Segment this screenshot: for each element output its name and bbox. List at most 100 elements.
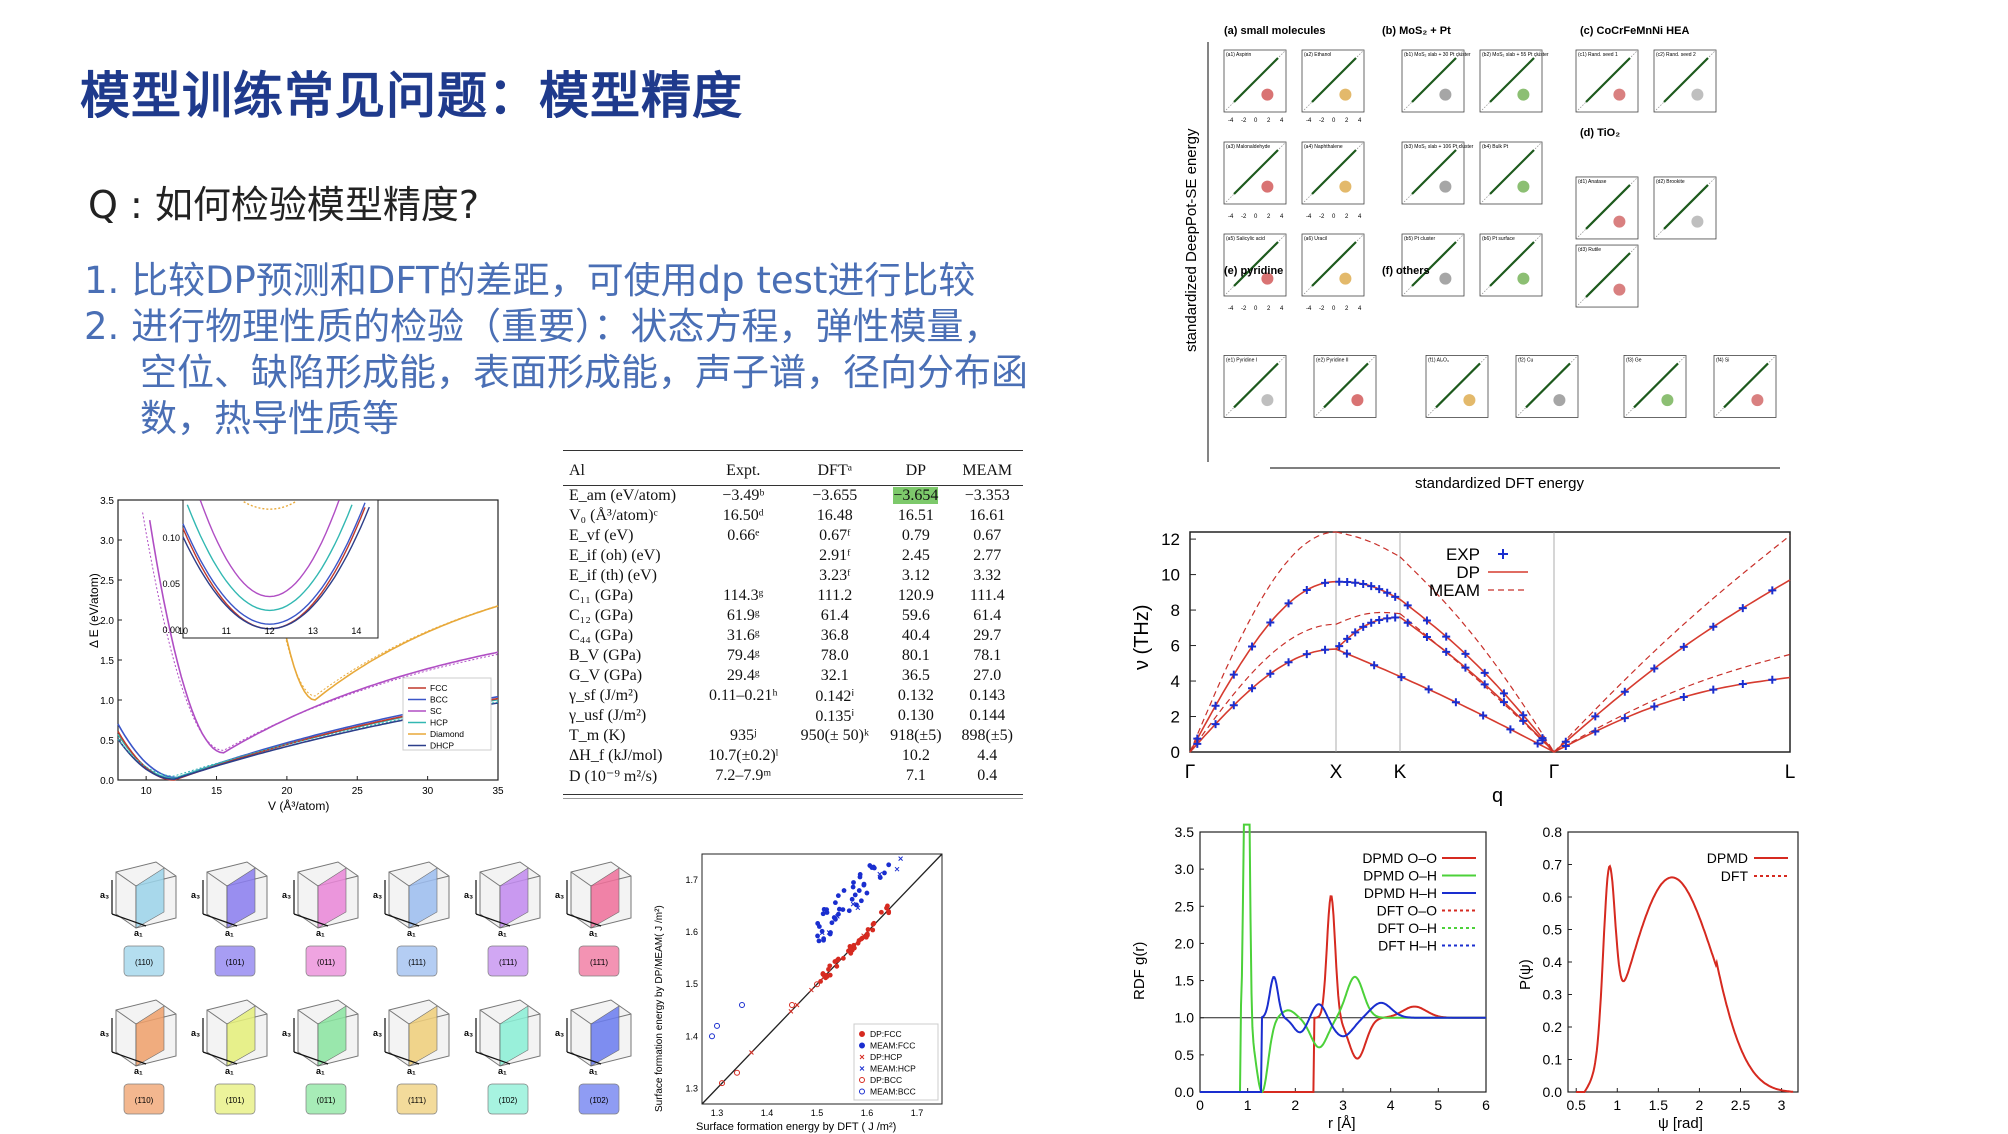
surface-cube: a₃ a₁ (01̄1) — [282, 999, 359, 1115]
eos-inset-xtick: 13 — [308, 626, 318, 636]
table-row: ΔH_f (kJ/mol) 10.7(±0.2)ˡ 10.2 4.4 — [563, 746, 1023, 766]
parity-panel: (b5) Pt cluster — [1401, 233, 1465, 297]
parity-structure-icon — [1691, 88, 1704, 101]
se-point-meam-hcp — [850, 901, 856, 907]
parity-panel-points — [1489, 149, 1535, 195]
se-xlabel: Surface formation energy by DFT ( J /m²) — [696, 1121, 896, 1133]
al-cell: 36.8 — [820, 627, 849, 644]
surface-label-box — [396, 1083, 438, 1115]
al-cell: 10.2 — [901, 747, 930, 764]
phonon-qpoint-label: K — [1394, 762, 1407, 783]
al-cell: C₄₄ (GPa) — [569, 627, 634, 644]
adf-ytick-label: 0.3 — [1543, 987, 1563, 1003]
se-point-meam-fcc — [854, 902, 859, 908]
list-item-2-cont-a: 空位、缺陷形成能，表面形成能，声子谱，径向分布函 — [140, 351, 1028, 394]
phonon-exp-point — [1383, 588, 1392, 597]
phonon-ytick-label: 8 — [1171, 601, 1180, 620]
table-row: γ_sf (J/m²) 0.11–0.21ʰ 0.142ⁱ 0.132 0.143 — [563, 686, 1023, 706]
parity-tick-label: -4 — [1228, 214, 1234, 220]
se-point-dp-fcc — [855, 940, 861, 946]
question-text: Q : 如何检验模型精度? — [88, 183, 480, 227]
parity-tick-label: -2 — [1241, 214, 1247, 220]
se-point-dp-fcc — [859, 935, 865, 941]
eos-legend-label: DHCP — [430, 741, 454, 751]
parity-panel: (f1) Al₂O₃ — [1425, 355, 1489, 418]
rdf-dpmd-curve — [1200, 976, 1486, 1093]
phonon-meam-branch — [1335, 611, 1401, 625]
se-point-dp-hcp — [821, 975, 826, 980]
phonon-exp-point — [1248, 684, 1257, 693]
table-row: V₀ (Å³/atom)ᶜ 16.50ᵈ 16.48 16.51 16.61 — [563, 506, 1023, 526]
parity-tick-label: 2 — [1267, 118, 1271, 124]
al-table-wrap: Al Expt. DFTᵃ DP MEAM E_am (eV/atom) −3.49ᵇ −3.… — [563, 450, 1023, 799]
phonon-exp-point — [1499, 689, 1508, 698]
al-cell: E_am (eV/atom) — [569, 487, 677, 504]
surface-cube: a₃ a₁ (110) — [100, 861, 177, 977]
phonon-ytick-label: 2 — [1171, 708, 1180, 727]
phonon-exp-point — [1321, 645, 1330, 654]
parity-tick-label: -4 — [1306, 214, 1312, 220]
cube-axis-label: a₁ — [498, 928, 507, 938]
al-cell: γ_usf (J/m²) — [569, 707, 647, 724]
al-table-header: Al Expt. DFTᵃ DP MEAM — [563, 457, 1023, 486]
al-cell: −3.353 — [964, 487, 1010, 504]
phonon-exp-point — [1403, 618, 1412, 627]
se-ytick-label: 1.7 — [685, 875, 698, 885]
table-row: D (10⁻⁹ m²/s) 7.2–7.9ᵐ 7.1 0.4 — [563, 766, 1023, 786]
surface-label-box — [487, 1083, 529, 1115]
eos-inset-curve-diamond — [243, 501, 297, 510]
cube-axis-label: a₁ — [134, 928, 143, 938]
rdf-ytick-label: 3.5 — [1175, 824, 1195, 840]
cube-plane — [317, 867, 347, 929]
parity-structure-icon — [1613, 215, 1626, 228]
al-cell: 2.45 — [901, 547, 930, 564]
se-point-dp-fcc — [820, 971, 826, 976]
al-cell: −3.655 — [812, 487, 858, 504]
al-cell: 36.5 — [901, 667, 930, 684]
surface-label: (111) — [408, 958, 426, 967]
al-cell: 27.0 — [973, 667, 1002, 684]
parity-panel-label: (f2) Cu — [1518, 357, 1534, 363]
rdf-ytick-label: 0.0 — [1175, 1084, 1195, 1100]
adf-xtick-label: 1.5 — [1649, 1097, 1669, 1113]
al-cell: 78.0 — [820, 647, 849, 664]
phonon-exp-point — [1193, 739, 1202, 748]
al-cell: V₀ (Å³/atom)ᶜ — [569, 507, 658, 524]
al-cell: 0.4 — [977, 767, 998, 784]
parity-panel-points — [1633, 362, 1679, 409]
al-cell: E_if (th) (eV) — [569, 567, 657, 584]
parity-structure-icon — [1339, 272, 1352, 285]
slide-title: 模型训练常见问题：模型精度 — [80, 67, 743, 125]
phonon-ytick-label: 12 — [1161, 530, 1180, 549]
parity-panel-label: (b3) MoS₂ slab + 106 Pt cluster — [1404, 144, 1474, 150]
parity-structure-icon — [1613, 283, 1626, 296]
adf-ytick-label: 0.6 — [1543, 889, 1563, 905]
parity-panel-label: (d2) Brookite — [1656, 179, 1685, 185]
eos-inset — [182, 499, 379, 639]
cube-axis-label: a₁ — [134, 1066, 143, 1076]
parity-structure-icon — [1261, 394, 1274, 407]
phonon-exp-point — [1533, 739, 1542, 748]
cube-axis-label: a₃ — [555, 890, 564, 900]
se-point-dp-bcc — [814, 981, 820, 988]
al-header-cell: Al — [563, 457, 698, 486]
adf-ylabel: P(ψ) — [1517, 959, 1534, 990]
parity-panel-label: (a1) Aspirin — [1226, 52, 1252, 58]
phonon-exp-point — [1383, 614, 1392, 623]
parity-panel-points — [1233, 241, 1279, 287]
se-point-dp-fcc — [870, 921, 876, 927]
parity-panel-label: (f4) Si — [1716, 357, 1729, 363]
al-header-cell: DFTᵃ — [789, 457, 881, 486]
al-cell: −3.654 — [893, 487, 939, 504]
al-cell: 31.6ᵍ — [726, 627, 760, 644]
eos-inset-curve-sc — [199, 500, 340, 598]
surface-label: (1̄10) — [135, 1096, 154, 1105]
eos-xlabel: V (Å³/atom) — [268, 798, 329, 813]
phonon-exp-point — [1321, 578, 1330, 587]
al-header-cell: Expt. — [697, 457, 790, 486]
eos-inset-curve-bcc — [182, 502, 366, 625]
list-item-2-cont-b: 数，热导性质等 — [140, 397, 399, 440]
cube-axis — [111, 913, 147, 927]
parity-panel-label: (b1) MoS₂ slab + 30 Pt cluster — [1404, 52, 1471, 58]
parity-structure-icon — [1261, 88, 1274, 101]
